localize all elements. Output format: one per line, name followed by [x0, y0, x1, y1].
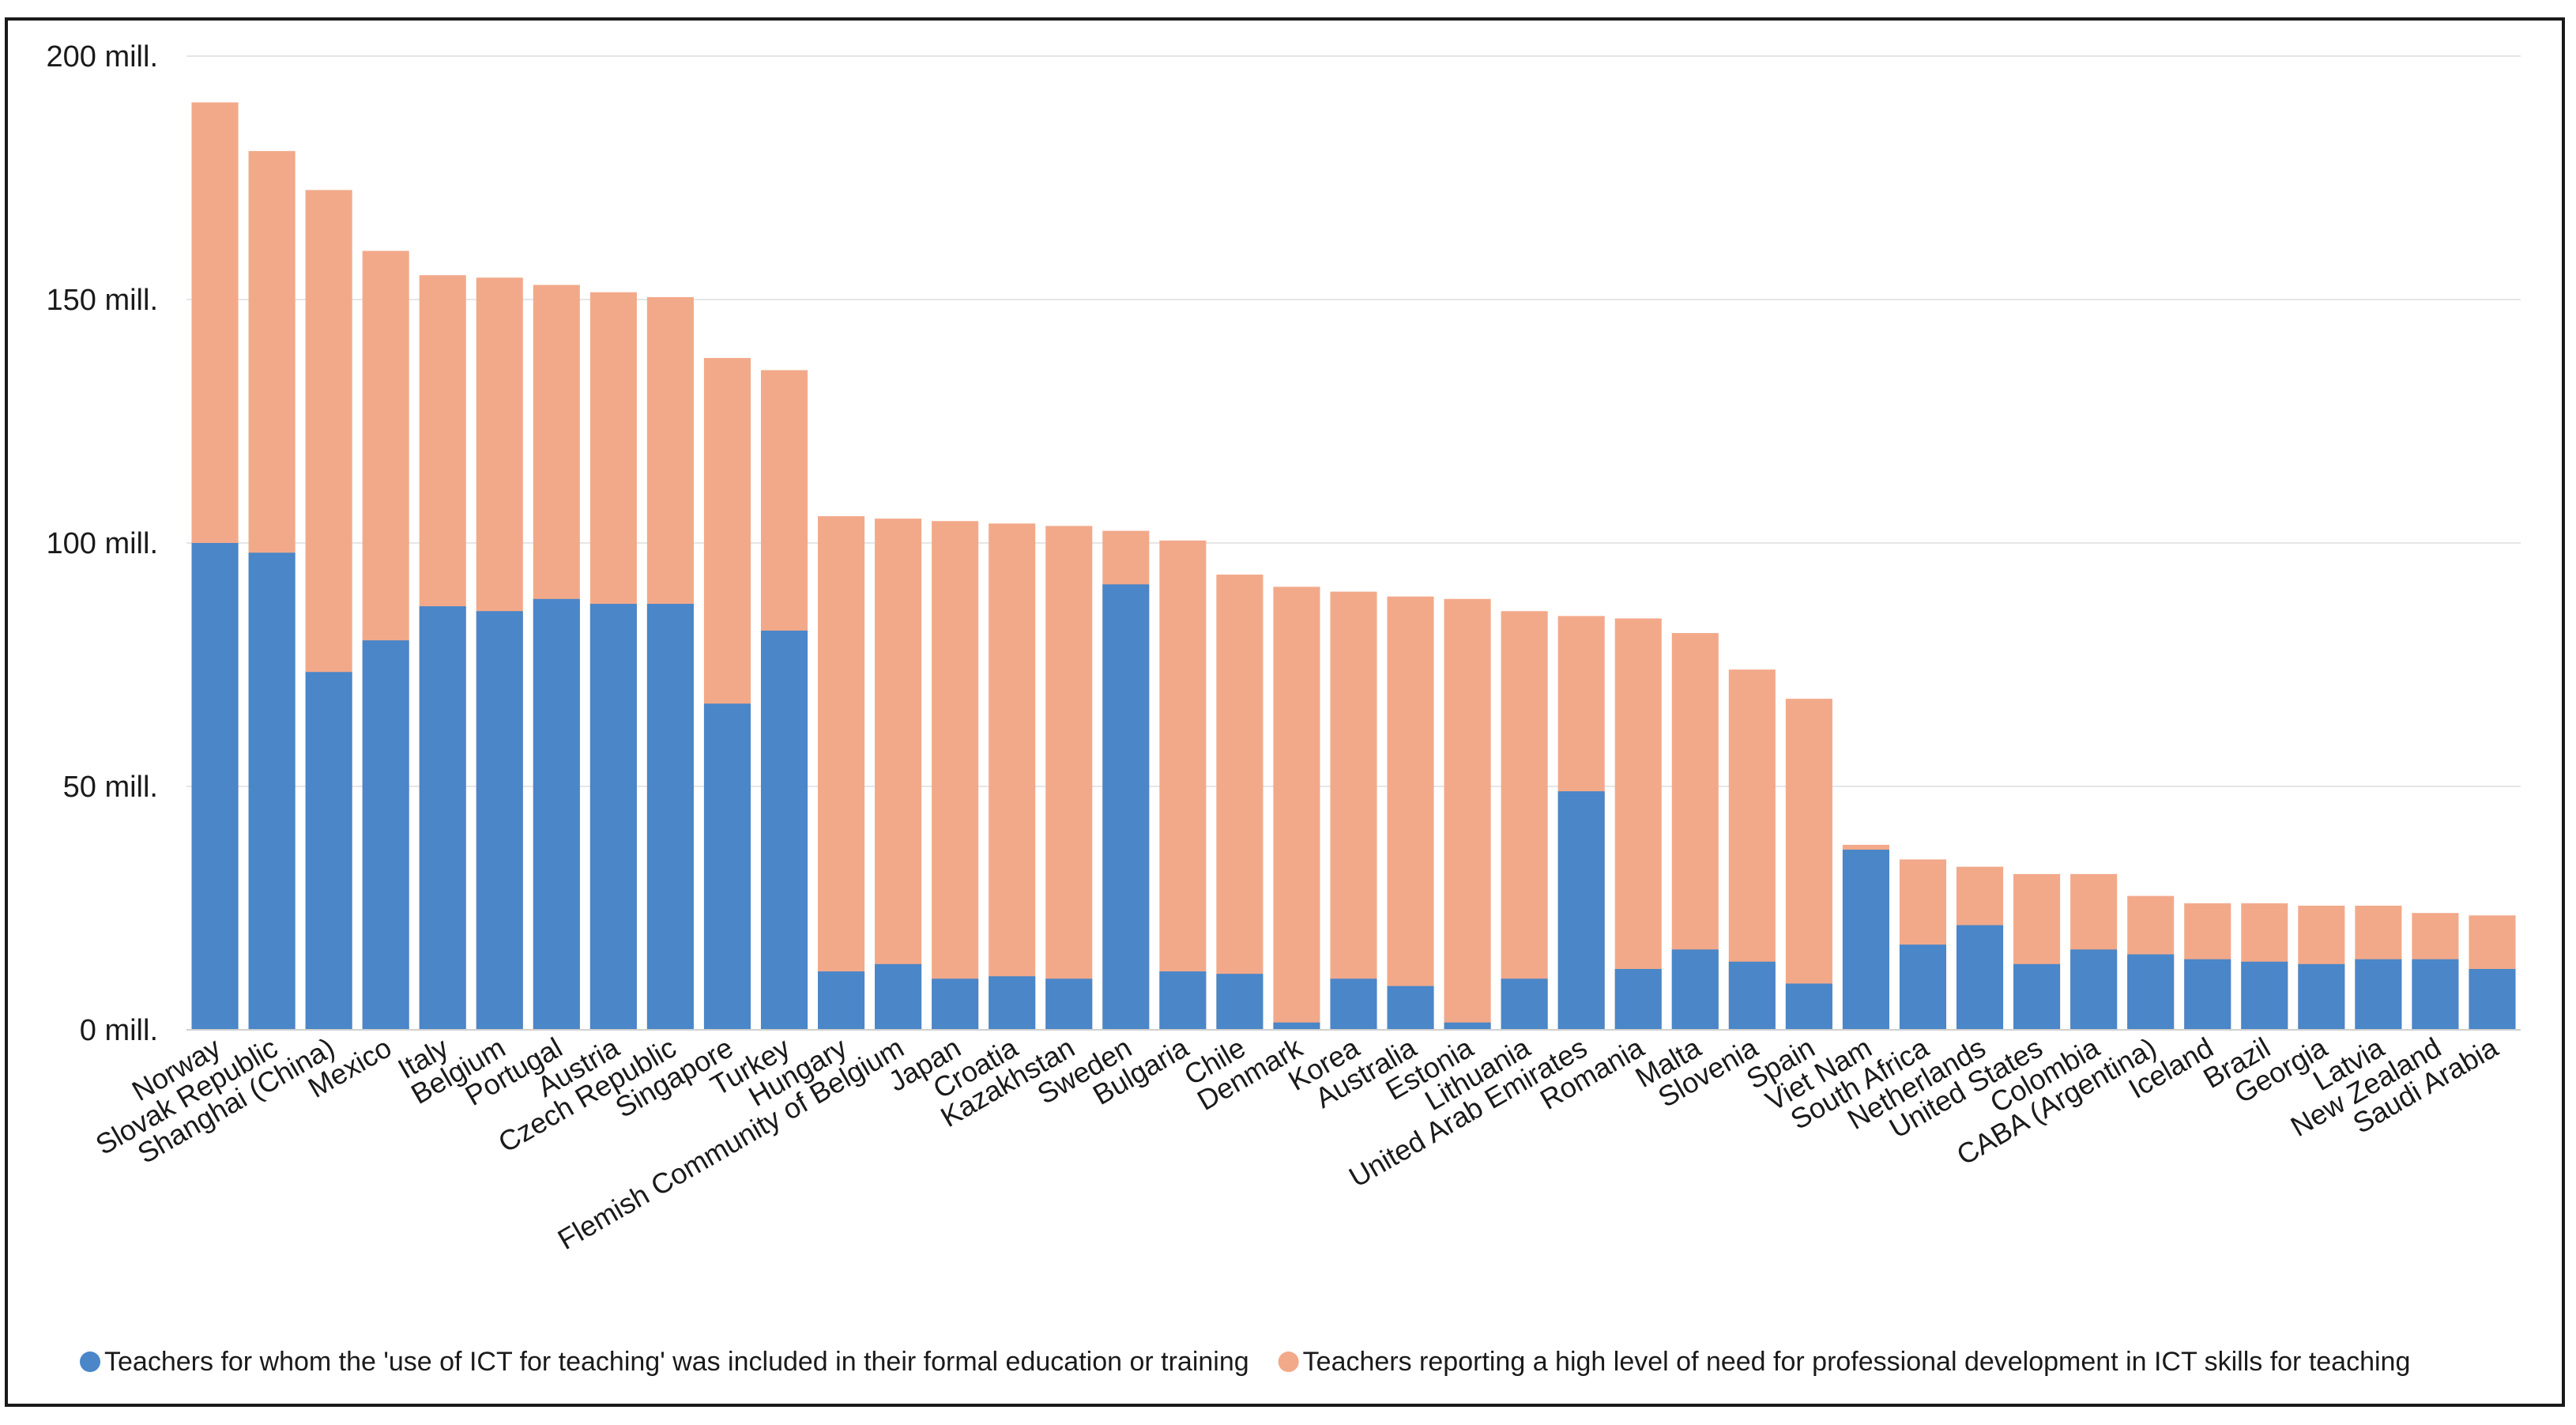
bar-need-pd [932, 521, 979, 1030]
bar-ict-training [703, 703, 751, 1030]
y-tick-label: 200 mill. [47, 40, 159, 74]
y-axis-ticks: 0 mill. 50 mill. 100 mill. 150 mill. 200 mil… [47, 40, 159, 1047]
bar-need-pd [1444, 598, 1491, 1030]
bar-ict-training [1387, 986, 1434, 1030]
y-tick-label: 0 mill. [80, 1014, 158, 1047]
bar-ict-training [191, 543, 239, 1030]
bar-ict-training [248, 552, 296, 1030]
legend-label: Teachers reporting a high level of need … [1303, 1347, 2411, 1377]
bar-need-pd [1614, 618, 1662, 1030]
bar-ict-training [1899, 944, 1947, 1030]
bar-ict-training [1956, 925, 2004, 1030]
y-tick-label: 50 mill. [63, 771, 158, 804]
bar-ict-training [818, 971, 865, 1030]
bar-ict-training [1842, 850, 1889, 1030]
bar-ict-training [646, 604, 694, 1030]
bar-need-pd [1045, 526, 1093, 1030]
bar-ict-training [1102, 584, 1150, 1030]
bar-ict-training [1330, 978, 1377, 1030]
bar-ict-training [1785, 983, 1832, 1030]
bar-need-pd [1216, 575, 1264, 1030]
bar-ict-training [362, 640, 409, 1030]
bar-ict-training [1216, 974, 1264, 1030]
bar-ict-training [1444, 1022, 1491, 1030]
y-tick-label: 150 mill. [47, 284, 159, 317]
bar-need-pd [1159, 540, 1207, 1030]
bar-ict-training [1557, 791, 1605, 1030]
legend-label: Teachers for whom the 'use of ICT for te… [104, 1347, 1249, 1377]
bar-need-pd [1330, 591, 1377, 1030]
bar-ict-training [1501, 978, 1548, 1030]
bar-ict-training [875, 963, 922, 1030]
legend-marker [80, 1351, 100, 1372]
legend: Teachers for whom the 'use of ICT for te… [80, 1347, 2410, 1377]
bar-need-pd [1387, 596, 1434, 1030]
bar-ict-training [2013, 963, 2061, 1030]
bar-ict-training [1671, 949, 1719, 1030]
legend-marker [1278, 1351, 1299, 1372]
bar-ict-training [2241, 961, 2288, 1030]
bar-need-pd [818, 516, 865, 1030]
bar-ict-training [1273, 1022, 1320, 1030]
bar-ict-training [589, 604, 637, 1030]
bar-ict-training [932, 978, 979, 1030]
bars [191, 102, 2516, 1030]
bar-need-pd [1501, 611, 1548, 1030]
bar-chart: 0 mill. 50 mill. 100 mill. 150 mill. 200 mil… [47, 40, 2521, 1377]
y-tick-label: 100 mill. [47, 527, 159, 560]
bar-ict-training [1728, 961, 1776, 1030]
bar-ict-training [2412, 959, 2459, 1030]
bar-ict-training [760, 630, 808, 1030]
bar-ict-training [419, 606, 466, 1030]
bar-need-pd [989, 523, 1036, 1030]
bar-ict-training [1159, 971, 1207, 1030]
bar-ict-training [2298, 963, 2345, 1030]
bar-need-pd [1273, 586, 1320, 1030]
bar-ict-training [476, 611, 523, 1030]
bar-ict-training [2355, 959, 2402, 1030]
bar-ict-training [1045, 978, 1093, 1030]
bar-ict-training [305, 672, 352, 1030]
bar-ict-training [2469, 969, 2516, 1030]
chart-frame: 0 mill. 50 mill. 100 mill. 150 mill. 200 mil… [5, 17, 2565, 1407]
bar-ict-training [533, 598, 580, 1030]
bar-need-pd [875, 518, 922, 1030]
bar-ict-training [2184, 959, 2231, 1030]
bar-ict-training [2070, 949, 2118, 1030]
bar-ict-training [989, 976, 1036, 1030]
bar-ict-training [2127, 954, 2175, 1030]
bar-ict-training [1614, 969, 1662, 1030]
bar-need-pd [1785, 699, 1832, 1030]
